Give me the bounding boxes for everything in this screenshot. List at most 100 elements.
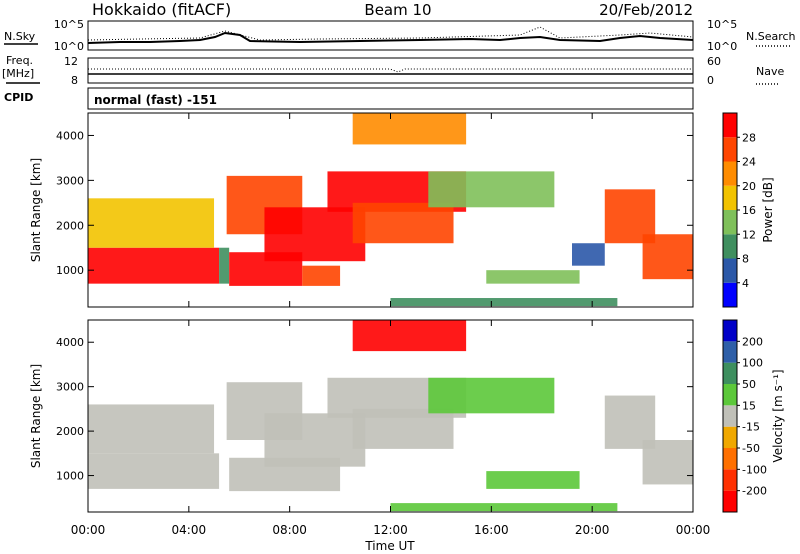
power-echo-region	[264, 207, 366, 262]
x-tick-label: 16:00	[474, 523, 509, 537]
power-panel: 1000 2000 3000 4000 Slant Range [km] 4 8 12 16…	[29, 112, 775, 308]
colorbar-swatch	[723, 405, 737, 427]
colorbar-swatch	[723, 234, 737, 259]
nsky-tick-bottom: 10^0	[54, 40, 84, 53]
colorbar-tick-label: 24	[742, 156, 756, 169]
power-regions	[88, 113, 693, 307]
x-tick-label: 08:00	[272, 523, 307, 537]
power-echo-region	[572, 243, 605, 266]
nave-label: Nave	[756, 65, 784, 78]
x-tick-label: 12:00	[373, 523, 408, 537]
y-tick-label: 4000	[56, 129, 84, 142]
time-axis: 00:00 04:00 08:00 12:00 16:00 20:00 00:00	[71, 523, 711, 537]
colorbar-tick-label: 100	[742, 357, 763, 370]
velocity-panel: 1000 2000 3000 4000 Slant Range [km] 200 100…	[29, 319, 785, 513]
colorbar-swatch	[723, 137, 737, 162]
y-tick-label: 2000	[56, 425, 84, 438]
nave-tick-top: 60	[707, 55, 721, 68]
velocity-yticks: 1000 2000 3000 4000	[56, 320, 694, 512]
freq-tick-bottom: 8	[71, 74, 78, 87]
colorbar-tick-label: 8	[742, 253, 749, 266]
velocity-echo-region	[352, 408, 454, 449]
nsearch-tick-bottom: 10^0	[707, 40, 737, 53]
velocity-echo-region	[486, 471, 580, 489]
x-tick-label: 20:00	[575, 523, 610, 537]
colorbar-swatch	[723, 490, 737, 512]
colorbar-swatch	[723, 469, 737, 491]
cpid-frame	[87, 87, 694, 110]
nsky-tick-top: 10^5	[54, 18, 84, 31]
power-echo-region	[352, 202, 454, 244]
power-echo-region	[642, 234, 693, 280]
colorbar-swatch	[723, 426, 737, 448]
velocity-ylabel: Slant Range [km]	[29, 364, 43, 468]
colorbar-tick-label: 16	[742, 204, 756, 217]
colorbar-frame	[722, 319, 738, 513]
velocity-echo-region	[390, 503, 618, 512]
x-tick-label: 00:00	[71, 523, 106, 537]
date-title: 20/Feb/2012	[599, 1, 693, 19]
cpid-label: CPID	[4, 91, 33, 104]
freq-unit: [MHz]	[2, 67, 34, 80]
freq-label: Freq.	[6, 54, 33, 67]
velocity-echo-region	[642, 440, 693, 485]
y-tick-label: 3000	[56, 381, 84, 394]
velocity-colorbar: 200 100 50 15 -15 -50 -100 -200	[722, 319, 767, 513]
nsearch-trace	[87, 26, 694, 41]
power-echo-region	[352, 113, 467, 145]
colorbar-tick-label: -200	[742, 485, 767, 498]
nsky-trace	[87, 31, 694, 44]
beam-title: Beam 10	[364, 1, 431, 19]
colorbar-tick-label: 200	[742, 335, 763, 348]
power-ylabel: Slant Range [km]	[29, 158, 43, 262]
colorbar-tick-label: 4	[742, 277, 749, 290]
x-tick-label: 00:00	[676, 523, 711, 537]
colorbar-swatch	[723, 185, 737, 210]
colorbar-tick-label: -15	[742, 421, 760, 434]
y-tick-label: 4000	[56, 336, 84, 349]
colorbar-tick-label: 50	[742, 378, 756, 391]
power-colorbar: 4 8 12 16 20 24 28	[722, 112, 756, 308]
y-tick-label: 3000	[56, 174, 84, 187]
freq-tick-top: 12	[64, 55, 78, 68]
power-echo-region	[486, 270, 580, 284]
velocity-colorbar-label: Velocity [m s⁻¹]	[771, 369, 785, 462]
colorbar-swatch	[723, 320, 737, 342]
power-echo-region	[88, 247, 220, 284]
colorbar-tick-label: 20	[742, 180, 756, 193]
colorbar-tick-label: -100	[742, 463, 767, 476]
power-colorbar-label: Power [dB]	[761, 177, 775, 242]
nsky-label: N.Sky	[4, 30, 36, 43]
nsearch-label: N.Search	[746, 30, 796, 43]
colorbar-swatch	[723, 210, 737, 235]
velocity-regions	[88, 320, 693, 512]
velocity-echo-region	[352, 320, 467, 352]
freq-panel: Freq. [MHz] 12 8 60 0 Nave	[2, 54, 784, 87]
colorbar-swatch	[723, 341, 737, 363]
power-echo-region	[219, 247, 230, 284]
velocity-echo-region	[88, 404, 215, 454]
cpid-panel: CPID normal (fast) -151	[4, 87, 694, 110]
nave-trace	[88, 68, 693, 73]
y-tick-label: 1000	[56, 470, 84, 483]
colorbar-tick-label: 28	[742, 131, 756, 144]
velocity-echo-region	[264, 413, 366, 467]
power-yticks: 1000 2000 3000 4000	[56, 113, 694, 307]
velocity-echo-region	[88, 453, 220, 489]
colorbar-tick-label: 12	[742, 228, 756, 241]
power-echo-region	[302, 265, 341, 286]
freq-frame	[87, 57, 694, 84]
velocity-echo-region	[428, 377, 555, 414]
colorbar-swatch	[723, 384, 737, 406]
power-echo-region	[390, 298, 618, 307]
nsky-panel: N.Sky 10^5 10^0 10^5 10^0 N.Search	[4, 18, 796, 53]
power-echo-region	[88, 198, 215, 248]
nave-tick-bottom: 0	[707, 74, 714, 87]
y-tick-label: 1000	[56, 264, 84, 277]
time-axis-label: Time UT	[364, 539, 415, 553]
cpid-value: normal (fast) -151	[94, 93, 217, 107]
colorbar-swatch	[723, 448, 737, 470]
colorbar-swatch	[723, 113, 737, 138]
x-tick-label: 04:00	[172, 523, 207, 537]
